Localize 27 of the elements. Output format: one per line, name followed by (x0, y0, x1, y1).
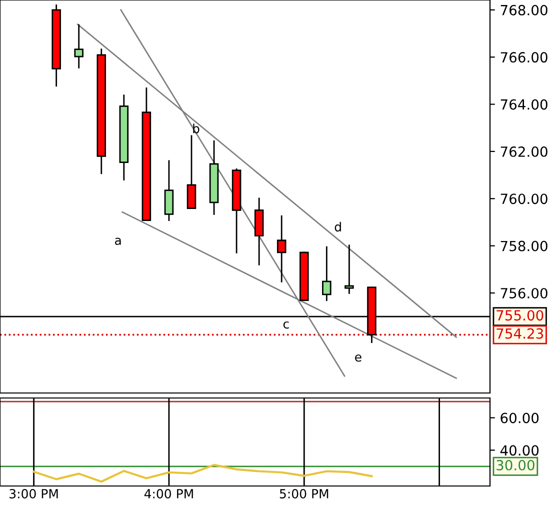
y-tick-label: 768.00 (500, 4, 548, 16)
line-series (32, 464, 373, 483)
ref-line-label: 755.00 (496, 310, 544, 321)
annotation: b (193, 124, 200, 134)
y-tick-label: 60.00 (500, 412, 539, 424)
annotation: d (334, 222, 341, 232)
y-tick-label: 762.00 (500, 146, 548, 157)
y-tick-label: 758.00 (500, 240, 548, 252)
y-tick-label: 756.00 (500, 288, 548, 298)
annotation: a (115, 238, 121, 245)
annotation: c (283, 321, 289, 329)
y-tick-label: 40.00 (500, 445, 539, 456)
candlestick (322, 246, 332, 301)
y-tick-label: 766.00 (500, 52, 548, 63)
x-tick-label: 5:00 PM (280, 489, 328, 498)
x-tick-label: 3:00 PM (10, 489, 58, 498)
candlestick (276, 215, 286, 282)
annotation: e (355, 354, 362, 362)
candlestick (344, 244, 354, 294)
candlestick (186, 135, 196, 209)
ref-line-label: 754.23 (496, 328, 544, 339)
x-tick-label: 4:00 PM (144, 489, 193, 498)
ref-line-label: 30.00 (496, 460, 534, 470)
candlestick (164, 160, 174, 222)
y-tick-label: 760.00 (500, 194, 548, 204)
y-tick-label: 764.00 (500, 99, 548, 110)
candlestick (74, 24, 84, 68)
